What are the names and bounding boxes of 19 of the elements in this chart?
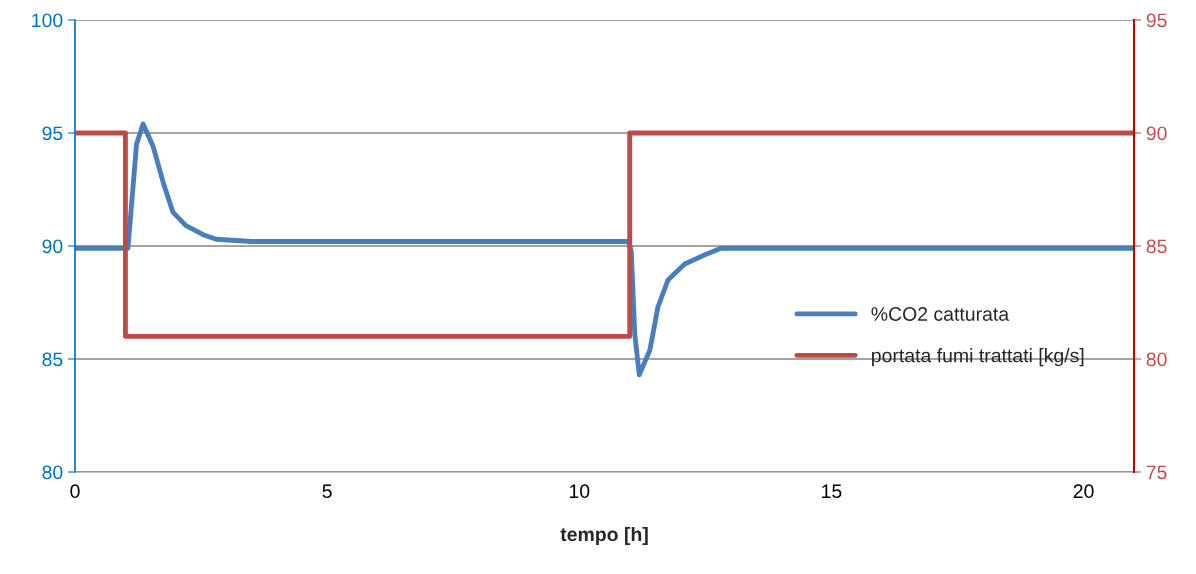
y-tick-label: 95: [42, 126, 63, 141]
y2-tick-label: 95: [1146, 13, 1167, 28]
x-tick-label: 20: [1073, 484, 1094, 499]
y2-tick-label: 85: [1146, 239, 1167, 254]
legend-label: portata fumi trattati [kg/s]: [872, 348, 1084, 367]
x-tick-label: 15: [822, 484, 842, 499]
legend-label: %CO2 catturata: [871, 307, 1010, 321]
y-tick-label: 90: [42, 239, 63, 254]
y-tick-label: 100: [32, 13, 63, 28]
x-tick-label: 0: [70, 484, 80, 499]
y-tick-label: 80: [42, 465, 63, 480]
x-axis-title: tempo [h]: [560, 526, 648, 546]
line-series: [75, 121, 1134, 378]
y2-tick-label: 90: [1146, 126, 1167, 141]
y-tick-label: 85: [42, 352, 63, 367]
y2-tick-label: 80: [1146, 352, 1167, 367]
x-tick-label: 10: [569, 484, 590, 499]
y2-tick-label: 75: [1146, 465, 1167, 480]
x-tick-label: 5: [322, 484, 332, 499]
